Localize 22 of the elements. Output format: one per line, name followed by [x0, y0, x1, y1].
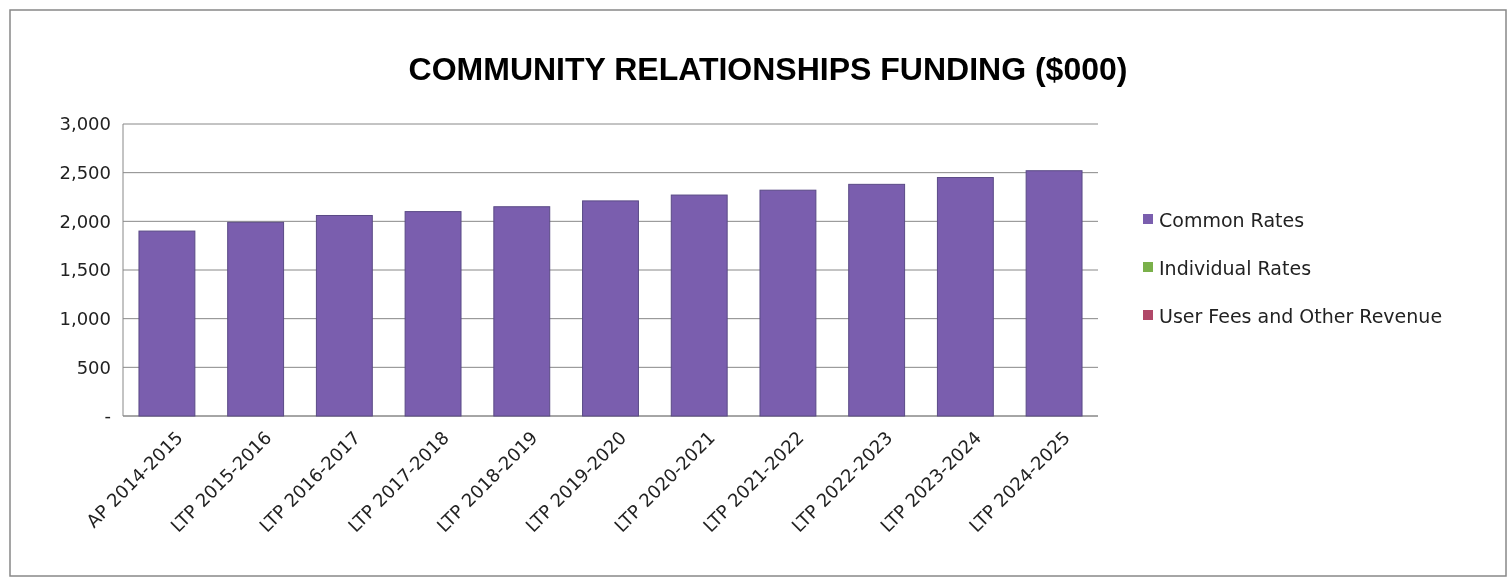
bar — [138, 230, 196, 417]
bar — [936, 177, 994, 417]
legend-label: Individual Rates — [1159, 256, 1312, 279]
bar — [404, 211, 462, 417]
bar — [227, 221, 285, 417]
bar — [582, 200, 639, 417]
bar — [759, 189, 817, 417]
bar — [315, 214, 373, 417]
legend-label: User Fees and Other Revenue — [1159, 304, 1443, 327]
y-tick-label: 2,500 — [59, 161, 111, 183]
y-tick-label: 3,000 — [59, 113, 111, 135]
chart-title: COMMUNITY RELATIONSHIPS FUNDING ($000) — [408, 51, 1128, 87]
bar — [848, 183, 906, 417]
y-tick-label: - — [104, 405, 111, 427]
y-tick-label: 1,000 — [59, 307, 111, 329]
bar — [1025, 170, 1083, 417]
bar — [670, 194, 728, 417]
legend-label: Common Rates — [1159, 208, 1305, 231]
y-tick-label: 1,500 — [59, 259, 111, 281]
y-tick-label: 2,000 — [59, 210, 111, 232]
bar — [493, 206, 551, 417]
y-tick-label: 500 — [76, 356, 111, 378]
